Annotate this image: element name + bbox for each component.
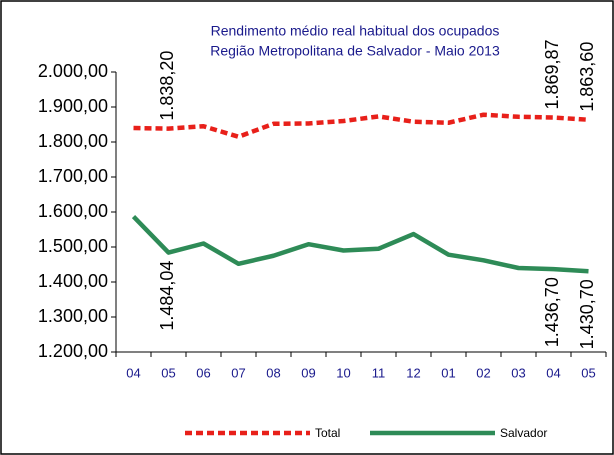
x-tick-label: 05 (161, 365, 175, 380)
y-tick-label: 1.700,00 (38, 166, 108, 186)
y-tick-label: 1.900,00 (38, 96, 108, 116)
y-tick-label: 1.200,00 (38, 341, 108, 361)
series-line (133, 112, 589, 139)
x-tick-label: 09 (301, 365, 315, 380)
data-label: 1.484,04 (157, 261, 177, 331)
y-tick-label: 1.300,00 (38, 306, 108, 326)
y-tick-label: 1.800,00 (38, 131, 108, 151)
x-tick-label: 04 (546, 365, 560, 380)
data-label: 1.430,70 (577, 279, 597, 349)
legend-label: Salvador (500, 426, 547, 440)
x-tick-label: 05 (581, 365, 595, 380)
chart-subtitle: Região Metropolitana de Salvador - Maio … (210, 43, 500, 59)
x-tick-label: 07 (231, 365, 245, 380)
data-label: 1.863,60 (577, 42, 597, 112)
y-tick-label: 1.400,00 (38, 271, 108, 291)
data-label: 1.436,70 (542, 277, 562, 347)
x-tick-label: 02 (476, 365, 490, 380)
x-tick-label: 10 (336, 365, 350, 380)
x-tick-label: 11 (372, 365, 386, 380)
data-label: 1.869,87 (542, 39, 562, 109)
x-tick-label: 04 (126, 365, 140, 380)
y-tick-label: 1.600,00 (38, 201, 108, 221)
data-label: 1.838,20 (157, 51, 177, 121)
series-line (131, 214, 589, 274)
y-tick-label: 2.000,00 (38, 61, 108, 81)
legend-label: Total (315, 426, 340, 440)
x-tick-label: 06 (196, 365, 210, 380)
y-tick-label: 1.500,00 (38, 236, 108, 256)
x-tick-label: 01 (441, 365, 455, 380)
x-tick-label: 03 (511, 365, 525, 380)
x-tick-label: 12 (406, 365, 420, 380)
x-tick-label: 08 (266, 365, 280, 380)
chart-title: Rendimento médio real habitual dos ocupa… (211, 23, 500, 39)
